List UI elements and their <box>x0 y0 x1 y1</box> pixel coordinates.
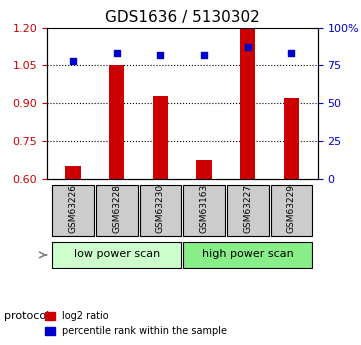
FancyBboxPatch shape <box>183 242 312 268</box>
FancyBboxPatch shape <box>227 185 269 236</box>
Bar <box>65 166 81 179</box>
Text: GSM63227: GSM63227 <box>243 184 252 233</box>
Text: GSM63226: GSM63226 <box>69 184 78 233</box>
Text: GSM63230: GSM63230 <box>156 184 165 233</box>
Point <box>114 50 120 56</box>
FancyBboxPatch shape <box>270 185 312 236</box>
Legend: log2 ratio, percentile rank within the sample: log2 ratio, percentile rank within the s… <box>41 307 231 340</box>
Point <box>201 52 207 58</box>
Bar <box>284 98 299 179</box>
Text: high power scan: high power scan <box>202 249 294 259</box>
Point <box>245 45 251 50</box>
Bar <box>153 96 168 179</box>
Text: protocol: protocol <box>4 311 49 321</box>
FancyBboxPatch shape <box>96 185 138 236</box>
Text: GSM63163: GSM63163 <box>200 184 209 233</box>
FancyBboxPatch shape <box>52 242 182 268</box>
FancyBboxPatch shape <box>183 185 225 236</box>
Text: GSM63228: GSM63228 <box>112 184 121 233</box>
FancyBboxPatch shape <box>139 185 182 236</box>
Point <box>70 58 76 63</box>
Point <box>288 50 294 56</box>
Bar <box>240 29 256 179</box>
Point <box>158 52 164 58</box>
Title: GDS1636 / 5130302: GDS1636 / 5130302 <box>105 10 260 25</box>
Text: GSM63229: GSM63229 <box>287 184 296 233</box>
Bar <box>196 160 212 179</box>
Bar <box>109 65 125 179</box>
FancyBboxPatch shape <box>52 185 94 236</box>
Text: low power scan: low power scan <box>74 249 160 259</box>
